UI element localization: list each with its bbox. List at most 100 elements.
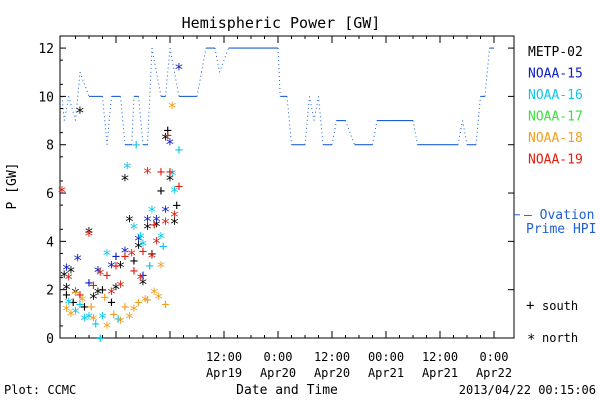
x-tick-date: Apr20 — [314, 366, 350, 380]
data-point-noaa-16: * — [84, 308, 94, 327]
data-point-metp-02: * — [161, 129, 171, 148]
ovation-transition — [106, 96, 112, 145]
data-point-noaa-19: + — [89, 278, 97, 294]
data-point-metp-02: * — [84, 224, 94, 243]
ovation-legend: — Ovation Prime HPI — [514, 208, 596, 237]
legend-item-noaa-15: NOAA-15 — [528, 67, 583, 82]
x-tick-time: 12:00 — [206, 350, 242, 364]
data-point-noaa-18: + — [101, 290, 109, 306]
data-point-noaa-16: * — [147, 202, 157, 221]
data-point-noaa-19: * — [170, 207, 180, 226]
data-point-noaa-18: * — [154, 289, 164, 308]
data-point-noaa-16: + — [146, 259, 154, 275]
data-point-metp-02: + — [173, 198, 181, 214]
data-point-noaa-19: + — [166, 164, 174, 180]
data-point-metp-02: + — [80, 300, 88, 316]
ovation-transition — [196, 72, 202, 97]
ovation-transition — [201, 47, 207, 73]
data-point-noaa-19: + — [130, 263, 138, 279]
data-point-noaa-19: * — [143, 163, 153, 182]
data-point-noaa-16: * — [71, 303, 81, 322]
legend-item-metp-02: METP-02 — [528, 45, 583, 60]
data-point-noaa-19: * — [64, 270, 74, 289]
data-point-noaa-15: * — [62, 260, 72, 279]
legend-item-noaa-18: NOAA-18 — [528, 131, 583, 146]
data-point-metp-02: + — [164, 123, 172, 139]
ovation-transition — [286, 96, 292, 145]
data-point-noaa-16: + — [175, 143, 183, 159]
data-point-metp-02: * — [143, 219, 153, 238]
data-point-metp-02: * — [120, 171, 130, 190]
north-label: north — [542, 331, 578, 345]
y-tick-label: 2 — [46, 284, 54, 299]
data-point-noaa-18: * — [156, 258, 166, 277]
data-point-noaa-19: + — [164, 128, 172, 144]
x-axis-label: Date and Time — [236, 383, 338, 398]
ovation-transition — [147, 48, 153, 145]
data-point-noaa-16: * — [64, 294, 74, 313]
ovation-transition — [61, 96, 65, 121]
data-point-noaa-15: + — [85, 275, 93, 291]
ovation-transition — [138, 96, 144, 145]
data-point-noaa-15: * — [134, 231, 144, 250]
ovation-transition — [68, 96, 76, 121]
data-point-noaa-18: + — [134, 295, 142, 311]
ovation-transition — [75, 72, 81, 121]
x-tick-time: 12:00 — [314, 350, 350, 364]
data-point-noaa-19: * — [107, 284, 117, 303]
ovation-transition — [63, 96, 70, 121]
data-point-noaa-16: * — [98, 308, 108, 327]
data-point-metp-02: * — [93, 284, 103, 303]
data-point-noaa-19: + — [76, 288, 84, 304]
data-point-noaa-18: * — [140, 291, 150, 310]
data-point-noaa-19: * — [161, 214, 171, 233]
data-point-metp-02: + — [107, 295, 115, 311]
y-tick-label: 10 — [38, 90, 54, 105]
data-point-noaa-16: + — [92, 317, 100, 333]
data-point-metp-02: + — [98, 283, 106, 299]
data-point-metp-02: * — [152, 216, 162, 235]
data-point-metp-02: * — [75, 103, 85, 122]
data-point-metp-02: * — [71, 284, 81, 303]
ovation-transition — [214, 47, 220, 73]
data-point-noaa-18: * — [167, 98, 177, 117]
data-point-noaa-18: * — [89, 311, 99, 330]
data-point-noaa-19: + — [175, 179, 183, 195]
data-point-noaa-16: * — [167, 166, 177, 185]
data-point-metp-02: * — [62, 279, 72, 298]
data-point-metp-02: + — [62, 288, 70, 304]
data-point-noaa-15: * — [161, 202, 171, 221]
data-point-noaa-16: * — [156, 229, 166, 248]
data-point-noaa-16: * — [129, 219, 139, 238]
x-tick-date: Apr22 — [476, 366, 512, 380]
data-point-noaa-15: * — [93, 262, 103, 281]
data-point-metp-02: * — [66, 262, 76, 281]
ovation-transition — [345, 120, 355, 145]
data-point-noaa-16: + — [76, 297, 84, 313]
ovation-transition — [120, 96, 126, 145]
legend-item-noaa-16: NOAA-16 — [528, 88, 583, 103]
data-point-noaa-16: + — [159, 239, 167, 255]
data-point-noaa-15: + — [139, 268, 147, 284]
data-point-noaa-18: * — [77, 291, 87, 310]
ovation-transition — [331, 120, 337, 145]
data-point-metp-02: * — [170, 214, 180, 233]
data-point-noaa-16: * — [102, 245, 112, 264]
plot-timestamp: 2013/04/22 00:15:06 — [459, 383, 596, 397]
data-point-noaa-16: * — [136, 229, 146, 248]
data-point-noaa-16: + — [132, 138, 140, 154]
data-point-metp-02: * — [134, 238, 144, 257]
data-point-metp-02: * — [89, 289, 99, 308]
y-tick-label: 8 — [46, 139, 54, 154]
data-point-noaa-19: * — [152, 233, 162, 252]
data-point-noaa-19: + — [112, 259, 120, 275]
ovation-transition — [131, 96, 135, 145]
data-point-noaa-18: * — [66, 306, 76, 325]
ovation-transition — [151, 47, 162, 97]
data-point-noaa-19: * — [147, 248, 157, 267]
x-tick-time: 0:00 — [264, 350, 293, 364]
ovation-hpi-line — [61, 47, 494, 146]
ovation-transition — [484, 48, 490, 97]
south-symbol: + — [526, 298, 534, 314]
